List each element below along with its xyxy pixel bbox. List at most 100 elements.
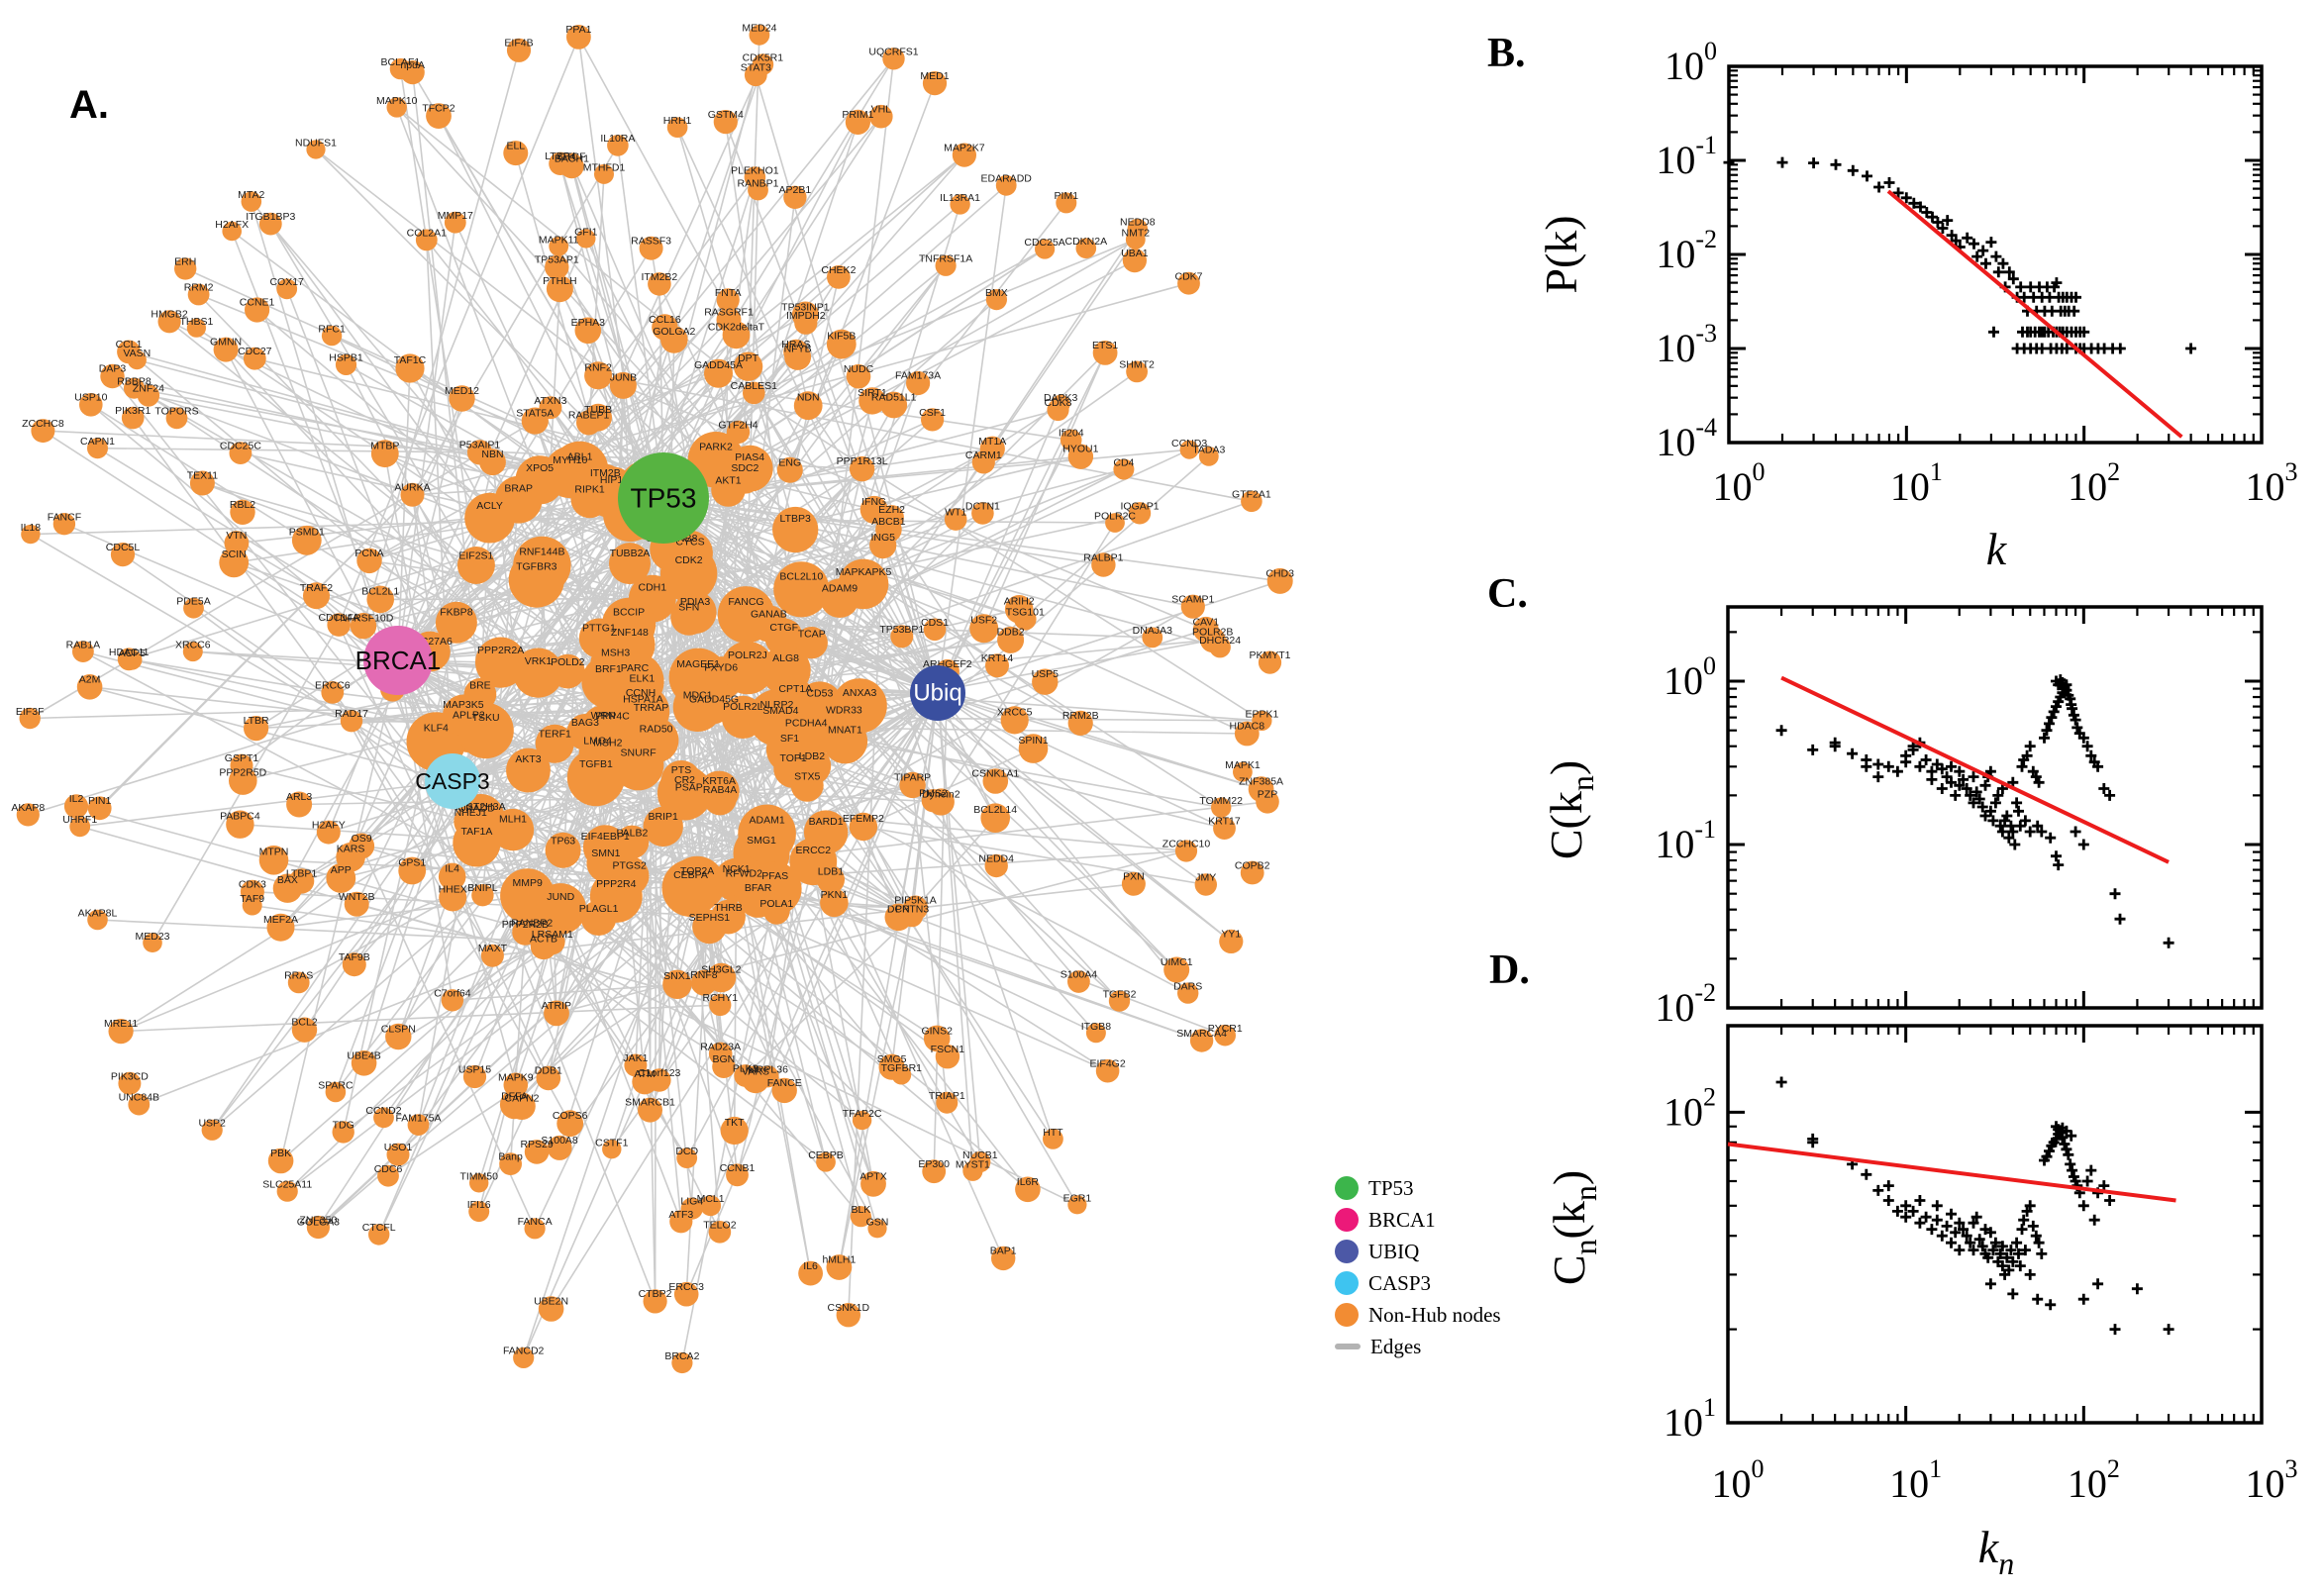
non-hub-node	[385, 1023, 412, 1050]
non-hub-node	[117, 340, 141, 364]
non-hub-node	[377, 1164, 399, 1187]
gene-label: MED12	[445, 385, 479, 397]
gene-label: RAB1A	[66, 639, 100, 650]
gene-label: MYST1	[956, 1158, 990, 1170]
legend-item: UBIQ	[1335, 1236, 1501, 1267]
edge	[79, 780, 454, 828]
gene-label: ATXN3	[534, 395, 566, 407]
gene-label: S100A4	[1060, 969, 1098, 981]
gene-label: CD4	[1113, 456, 1134, 468]
non-hub-node	[576, 410, 602, 436]
non-hub-node	[407, 1114, 430, 1136]
non-hub-node	[100, 363, 125, 389]
non-hub-node	[1056, 192, 1077, 214]
tick-label: 10-2	[1655, 978, 1716, 1030]
gene-label: CAV1	[1192, 616, 1219, 628]
non-hub-node	[858, 387, 886, 415]
plot-panel-B: 100 101 102 103 100 10-1 10-2 10-3 10-4 P(k) k	[1536, 37, 2298, 574]
gene-label: AP2B1	[779, 184, 812, 196]
non-hub-node	[16, 803, 40, 827]
non-hub-node	[306, 140, 326, 159]
non-hub-node	[157, 310, 181, 334]
gene-label: COX17	[269, 276, 304, 288]
gene-label: ZNF24	[133, 383, 164, 395]
non-hub-node	[325, 1081, 347, 1103]
gene-label: CDK2	[675, 554, 703, 566]
node-swatch-icon	[1335, 1208, 1359, 1232]
edge	[298, 717, 777, 984]
non-hub-node	[340, 710, 363, 733]
non-hub-node	[850, 1206, 872, 1228]
gene-label: PPP2R5D	[219, 767, 266, 779]
non-hub-node	[721, 641, 774, 695]
gene-label: MSH2	[593, 738, 622, 749]
gene-label: PLK3	[733, 1063, 758, 1075]
gene-label: PPP2R2A	[477, 645, 524, 656]
gene-label: ERCC3	[668, 1281, 704, 1293]
edge	[697, 676, 981, 1163]
gene-label: CDK8	[1044, 397, 1071, 409]
gene-label: MNAT1	[828, 725, 862, 737]
gene-label: VTN	[226, 530, 247, 542]
gene-label: SPARC	[318, 1079, 354, 1091]
non-hub-node	[816, 1151, 836, 1172]
gene-label: IL13RA1	[940, 192, 980, 204]
legend-item-label: CASP3	[1368, 1270, 1432, 1295]
y-axis-title: Cn(kn)	[1544, 1170, 1603, 1285]
non-hub-node	[991, 1246, 1016, 1271]
non-hub-node	[1032, 668, 1059, 695]
gene-label: CCNB1	[720, 1162, 756, 1174]
gene-label: PKMYT1	[1249, 649, 1290, 661]
gene-label: IL2	[69, 793, 84, 805]
edge	[30, 533, 454, 782]
non-hub-node	[700, 1195, 722, 1217]
gene-label: AKT1	[715, 475, 741, 487]
gene-label: FNTA	[715, 287, 742, 299]
non-hub-node	[899, 771, 926, 799]
gene-label: MSH3	[601, 648, 630, 659]
gene-label: TDG	[333, 1119, 354, 1131]
gene-label: STAT5A	[516, 407, 554, 419]
edge	[397, 367, 411, 661]
non-hub-node	[1213, 817, 1236, 840]
gene-label: EFEMP2	[843, 813, 884, 825]
legend: TP53 BRCA1 UBIQ CASP3 Non-Hub nodes Edges	[1335, 1172, 1501, 1362]
non-hub-node	[457, 702, 514, 759]
non-hub-node	[545, 254, 569, 280]
hub-label-casp3: CASP3	[415, 768, 489, 794]
plot-box	[1726, 1024, 2264, 1425]
non-hub-node	[609, 855, 650, 896]
gene-label: ZCCHC8	[22, 418, 64, 430]
non-hub-node	[222, 221, 242, 242]
fit-line	[1727, 1142, 2176, 1203]
non-hub-node	[1194, 873, 1218, 896]
non-hub-node	[880, 391, 908, 419]
non-hub-node	[648, 1068, 671, 1092]
tick-label: 100	[1665, 37, 1717, 88]
edge	[713, 707, 913, 917]
edge	[269, 223, 540, 674]
gene-label: WDR33	[826, 705, 862, 717]
gene-label: POLR2J	[728, 649, 767, 661]
gene-label: WT1	[945, 507, 966, 519]
gene-label: KLF4	[424, 723, 449, 735]
gene-label: TP63	[551, 836, 575, 848]
non-hub-node	[713, 110, 738, 135]
gene-label: KARS	[337, 844, 365, 855]
non-hub-node	[395, 353, 425, 383]
non-hub-node	[643, 1289, 667, 1314]
gene-label: PRTN3	[895, 903, 929, 915]
non-hub-node	[971, 502, 994, 525]
gene-label: PCNA	[354, 548, 383, 559]
non-hub-node	[906, 370, 931, 396]
gene-label: COPS6	[553, 1110, 588, 1122]
gene-label: FANCD2	[503, 1346, 545, 1357]
non-hub-node	[258, 212, 282, 236]
gene-label: ACLY	[476, 500, 503, 512]
edge	[556, 849, 1187, 1015]
gene-label: SMN1	[591, 848, 620, 859]
gene-label: Ifi204	[1059, 428, 1084, 440]
non-hub-node	[506, 38, 532, 62]
gene-label: BRE	[469, 680, 491, 692]
edge	[397, 154, 965, 661]
